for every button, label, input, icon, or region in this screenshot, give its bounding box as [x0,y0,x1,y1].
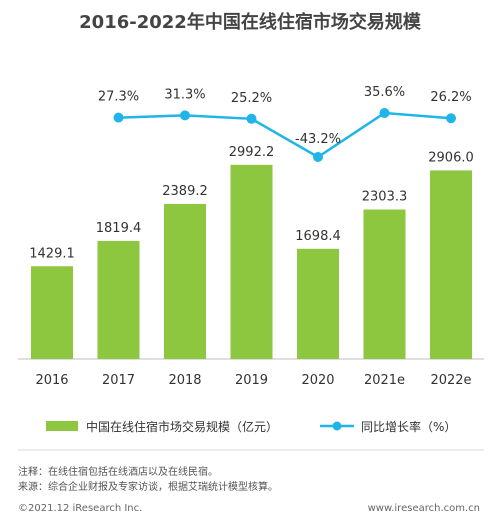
legend-line-label: 同比增长率（%） [361,419,456,434]
growth-rate-point [246,113,257,124]
bar [297,248,339,359]
chart-title: 2016-2022年中国在线住宿市场交易规模 [79,12,421,33]
copyright: ©2021.12 iResearch Inc. [18,503,143,514]
bar-value-label: 1698.4 [295,229,341,244]
x-tick-label: 2017 [102,373,135,388]
bar [363,209,406,359]
growth-rate-label: -43.2% [295,132,341,147]
legend-bar-swatch [46,421,78,431]
bar-value-label: 2992.2 [229,145,275,160]
x-tick-label: 2018 [168,373,201,388]
growth-rate-point [113,112,124,123]
x-tick-label: 2022e [430,373,471,388]
growth-rate-label: 26.2% [430,90,471,105]
site-url: www.iresearch.com.cn [367,503,480,514]
growth-rate-label: 35.6% [364,85,405,100]
growth-rate-label: 31.3% [164,87,205,102]
bar [430,170,472,359]
legend-bar-label: 中国在线住宿市场交易规模（亿元） [86,419,278,434]
bar-value-label: 2389.2 [162,184,208,199]
x-tick-label: 2016 [35,373,68,388]
bar [164,203,206,359]
growth-rate-label: 27.3% [98,90,139,105]
chart-source: 来源：综合企业财报及专家访谈，根据艾瑞统计模型核算。 [18,482,278,493]
x-tick-label: 2019 [235,373,268,388]
bar-value-label: 2303.3 [362,190,408,205]
bar [31,266,73,359]
growth-rate-point [313,152,323,162]
bar [230,164,273,359]
growth-rate-line [118,111,452,159]
x-tick-label: 2020 [301,373,334,388]
chart-note: 注释：在线住宿包括在线酒店以及在线民宿。 [18,467,218,478]
growth-rate-point [379,108,390,118]
bar [97,240,140,359]
growth-rate-point [446,113,456,124]
bar-value-label: 1819.4 [96,221,142,236]
x-tick-label: 2021e [364,373,405,388]
bar-value-label: 2906.0 [428,150,474,165]
growth-rate-label: 25.2% [231,91,272,106]
growth-rate-point [180,110,190,121]
legend-line-marker [332,421,342,431]
bar-value-label: 1429.1 [29,246,75,261]
